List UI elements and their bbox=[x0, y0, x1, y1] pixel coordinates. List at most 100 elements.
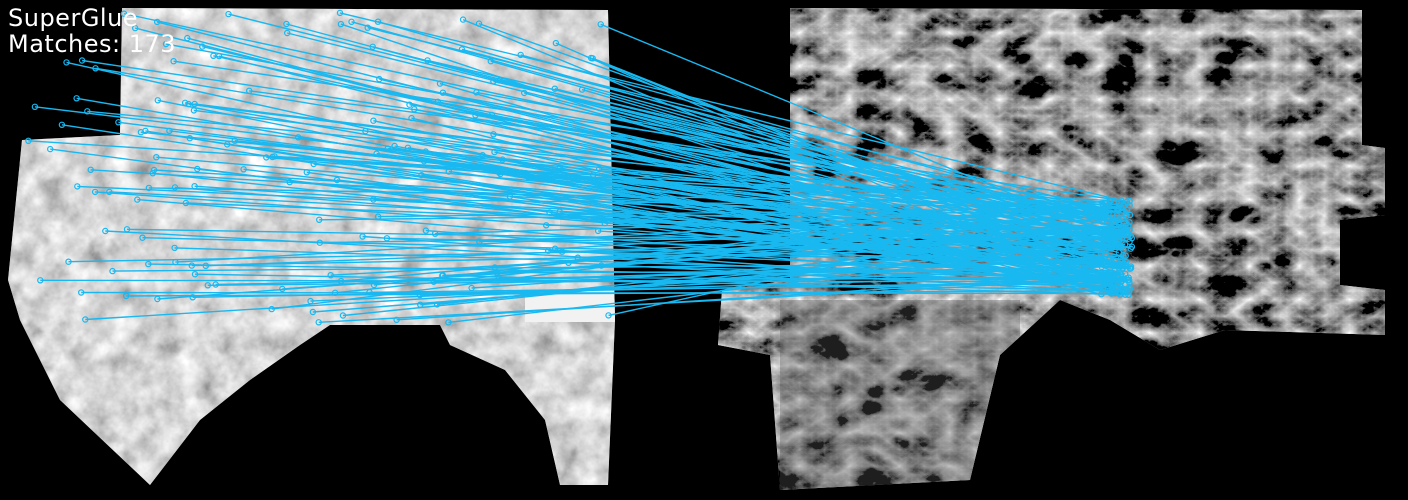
keypoint-marker bbox=[240, 166, 247, 173]
keypoint-marker bbox=[283, 20, 290, 28]
keypoint-marker bbox=[231, 137, 238, 144]
match-line bbox=[318, 276, 1129, 323]
match-line bbox=[520, 54, 1130, 223]
keypoint-marker bbox=[154, 97, 161, 104]
keypoint-marker bbox=[1126, 288, 1133, 295]
keypoint-marker bbox=[316, 216, 323, 223]
keypoint-marker bbox=[1127, 265, 1135, 272]
keypoint-marker bbox=[445, 319, 452, 326]
matches-count-label: Matches: 173 bbox=[8, 32, 176, 56]
keypoint-marker bbox=[1123, 206, 1131, 214]
keypoint-marker bbox=[202, 262, 209, 269]
match-line bbox=[218, 55, 1122, 280]
match-line bbox=[185, 202, 1120, 241]
match-line bbox=[148, 187, 1130, 206]
keypoint-marker bbox=[162, 40, 170, 48]
keypoint-marker bbox=[84, 108, 91, 115]
match-line bbox=[156, 156, 1107, 239]
keypoint-marker bbox=[87, 166, 94, 173]
keypoint-marker bbox=[1099, 209, 1106, 216]
keypoint-marker bbox=[517, 51, 524, 59]
match-line bbox=[433, 260, 1104, 283]
match-line bbox=[546, 224, 1112, 229]
keypoint-marker bbox=[1115, 221, 1123, 228]
keypoint-marker bbox=[172, 258, 179, 266]
keypoint-marker bbox=[374, 18, 382, 25]
keypoint-marker bbox=[188, 262, 195, 269]
match-line bbox=[442, 92, 1110, 261]
keypoint-marker bbox=[170, 58, 177, 65]
match-line bbox=[319, 210, 1119, 221]
keypoint-marker bbox=[521, 89, 528, 97]
keypoint-marker bbox=[491, 148, 498, 156]
keypoint-marker bbox=[597, 21, 604, 28]
keypoint-marker bbox=[73, 95, 80, 102]
match-line bbox=[376, 152, 1115, 240]
keypoint-marker bbox=[263, 154, 270, 161]
keypoint-marker bbox=[587, 54, 595, 62]
keypoint-marker bbox=[286, 178, 293, 186]
method-label: SuperGlue bbox=[8, 4, 139, 32]
keypoint-marker bbox=[364, 24, 371, 31]
keypoint-marker bbox=[1117, 242, 1124, 249]
keypoint-marker bbox=[63, 59, 70, 66]
keypoint-marker bbox=[78, 57, 86, 64]
keypoint-marker bbox=[122, 292, 130, 300]
match-line bbox=[112, 262, 1104, 272]
keypoint-marker bbox=[552, 39, 560, 47]
match-line bbox=[498, 276, 1121, 281]
matches-prefix: Matches: bbox=[8, 30, 121, 58]
keypoint-marker bbox=[1110, 281, 1117, 289]
keypoint-marker bbox=[1109, 207, 1116, 214]
keypoint-marker bbox=[1107, 289, 1114, 296]
keypoint-marker bbox=[171, 184, 179, 191]
match-line bbox=[145, 130, 1123, 292]
keypoint-marker bbox=[1126, 197, 1133, 205]
keypoint-marker bbox=[574, 254, 582, 261]
keypoint-marker bbox=[150, 166, 158, 174]
keypoint-marker bbox=[605, 312, 612, 319]
keypoint-marker bbox=[1121, 270, 1129, 277]
keypoint-marker bbox=[439, 89, 447, 96]
keypoint-marker bbox=[578, 86, 586, 93]
match-line bbox=[568, 262, 1112, 292]
keypoint-marker bbox=[1125, 291, 1132, 298]
match-line bbox=[339, 12, 1128, 203]
keypoint-marker bbox=[106, 188, 113, 196]
keypoint-marker bbox=[91, 188, 99, 196]
keypoint-marker bbox=[182, 199, 190, 207]
match-line bbox=[227, 143, 1112, 241]
keypoint-marker bbox=[336, 9, 344, 17]
keypoint-marker bbox=[1119, 231, 1127, 239]
keypoint-marker bbox=[416, 291, 424, 299]
keypoint-marker bbox=[406, 101, 413, 108]
keypoint-marker bbox=[295, 134, 302, 141]
keypoint-marker bbox=[546, 209, 553, 216]
match-line bbox=[367, 27, 1131, 216]
keypoint-marker bbox=[565, 259, 572, 266]
keypoint-marker bbox=[1125, 276, 1133, 284]
keypoint-marker bbox=[1120, 253, 1127, 260]
keypoint-marker bbox=[1126, 211, 1134, 219]
keypoint-marker bbox=[109, 267, 116, 275]
keypoint-marker bbox=[391, 142, 398, 150]
keypoint-marker bbox=[1126, 219, 1133, 226]
keypoint-marker bbox=[74, 183, 81, 190]
keypoint-marker bbox=[543, 222, 550, 229]
keypoint-marker bbox=[1126, 201, 1133, 209]
match-line bbox=[362, 235, 1103, 290]
keypoint-marker bbox=[115, 119, 122, 126]
keypoint-marker bbox=[337, 20, 345, 28]
keypoint-marker bbox=[1127, 245, 1134, 252]
keypoint-marker bbox=[268, 305, 275, 313]
match-line bbox=[581, 88, 1121, 247]
keypoint-marker bbox=[223, 141, 231, 148]
keypoint-marker bbox=[348, 18, 355, 25]
keypoint-marker bbox=[1114, 270, 1121, 277]
keypoint-marker bbox=[120, 10, 128, 17]
keypoint-marker bbox=[472, 112, 479, 119]
keypoint-marker bbox=[430, 278, 437, 285]
match-line bbox=[310, 266, 1102, 302]
